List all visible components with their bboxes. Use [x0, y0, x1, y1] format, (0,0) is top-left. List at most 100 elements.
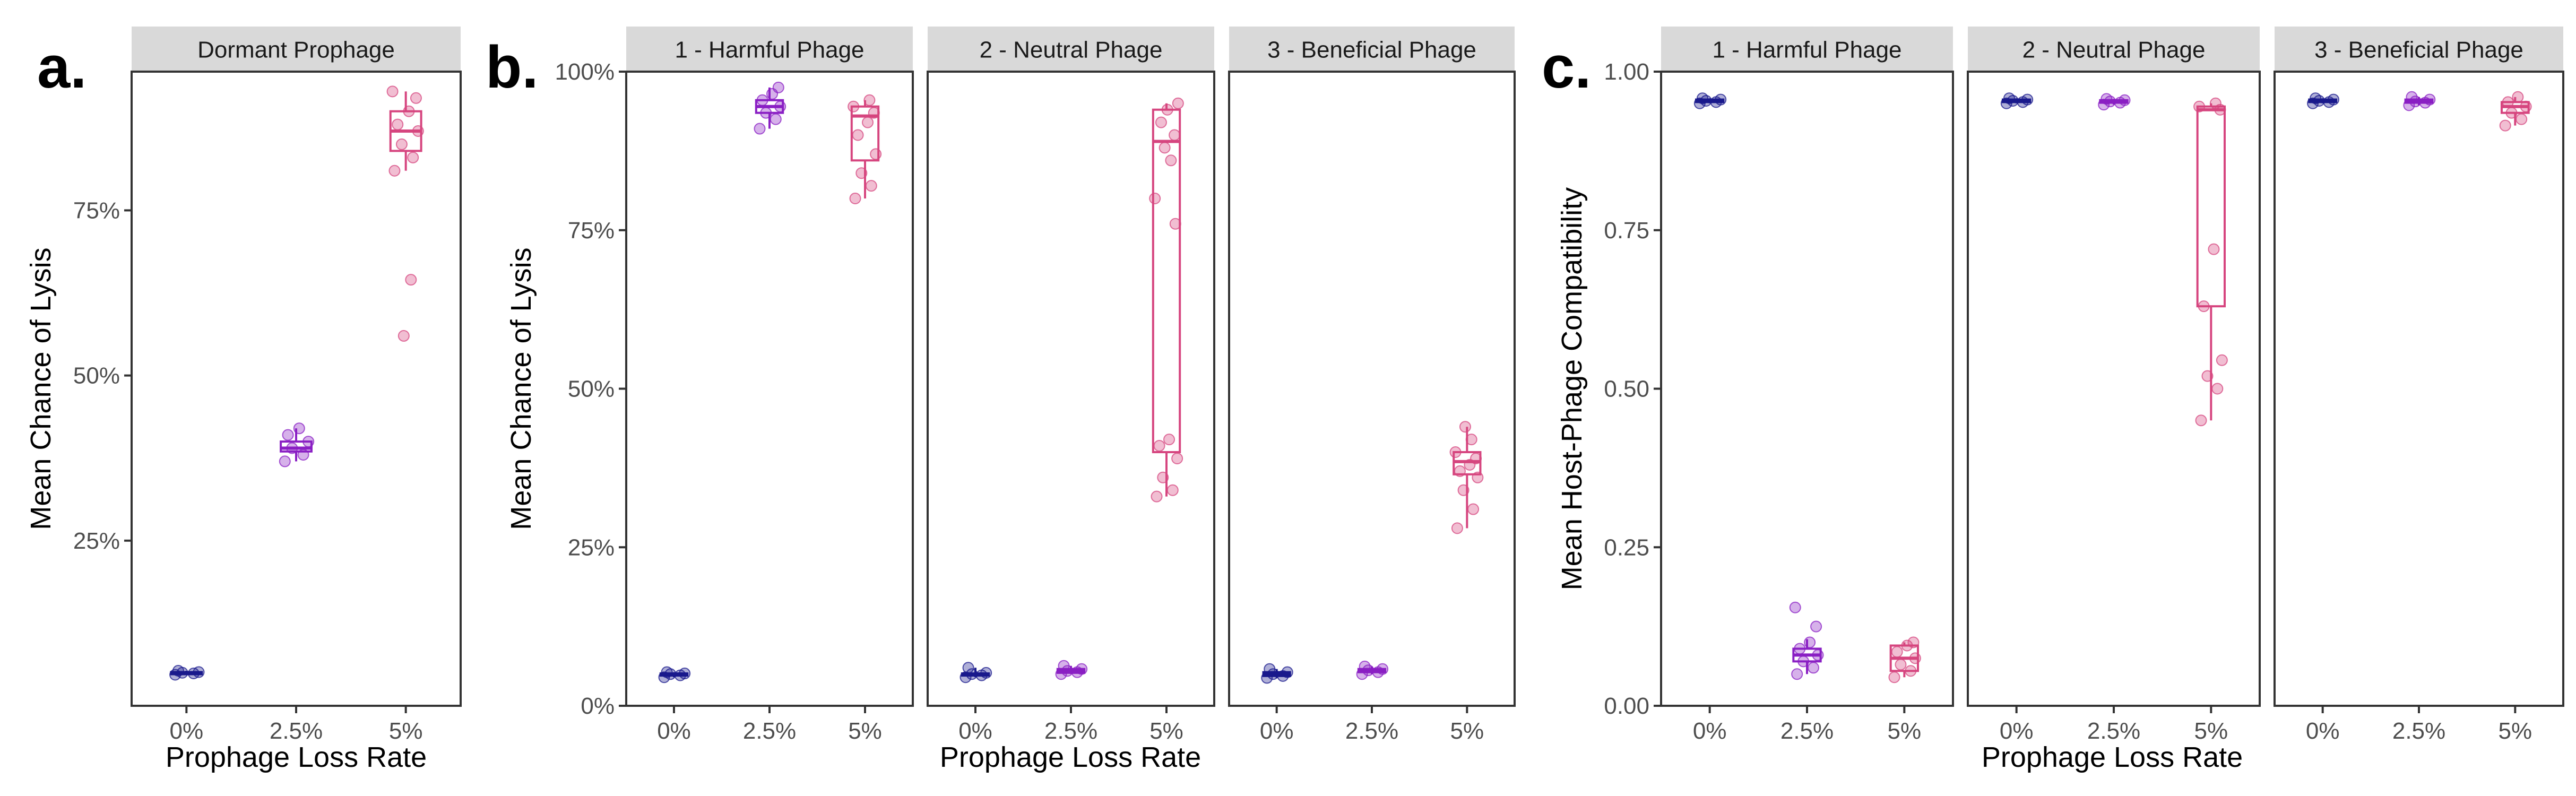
data-point: [865, 180, 877, 192]
facet: Dormant Prophage 0% 2.5% 5% 25% 50% 75%: [73, 27, 462, 744]
panel-3: c. 1 - Harmful Phage 0% 2.5% 5% 0.00 0.25 0.50 0…: [1542, 27, 2564, 773]
data-point: [1465, 434, 1477, 446]
data-point: [2516, 113, 2528, 125]
data-point: [679, 668, 691, 680]
data-point: [1151, 490, 1163, 503]
data-point: [1261, 672, 1273, 684]
box-group-0%: [1693, 92, 1727, 109]
data-point: [2201, 370, 2214, 382]
facet-strip-label: 1 - Harmful Phage: [1712, 37, 1901, 63]
x-tick-label: 0%: [1693, 718, 1727, 744]
data-point: [2003, 92, 2015, 105]
data-point: [1901, 639, 1913, 652]
data-point: [2424, 93, 2436, 106]
data-point: [1281, 666, 1293, 678]
data-point: [1457, 484, 1469, 496]
data-point: [2505, 107, 2518, 119]
box-group-5%: [1888, 636, 1921, 683]
y-tick-label: 50%: [73, 363, 120, 389]
x-tick-label: 2.5%: [1044, 718, 1097, 744]
x-axis-title: Prophage Loss Rate: [166, 741, 427, 773]
data-point: [756, 94, 768, 106]
data-point: [862, 116, 874, 128]
data-point: [410, 92, 422, 104]
facet-strip-label: 2 - Neutral Phage: [980, 37, 1163, 63]
data-point: [293, 422, 305, 435]
data-point: [407, 151, 419, 163]
data-point: [2499, 119, 2511, 132]
data-point: [1172, 97, 1184, 109]
data-point: [2502, 96, 2514, 108]
data-point: [2327, 93, 2339, 106]
facet-strip-label: Dormant Prophage: [197, 37, 395, 63]
x-tick-label: 5%: [2194, 718, 2228, 744]
facet-strip-label: 3 - Beneficial Phage: [1267, 37, 1476, 63]
facet: 1 - Harmful Phage 0% 2.5% 5% 0% 25% 50% 75% 100%: [555, 27, 914, 744]
y-tick-label: 0.75: [1604, 218, 1649, 244]
x-tick-label: 0%: [958, 718, 992, 744]
box-group-0%: [2307, 92, 2339, 109]
data-point: [2512, 91, 2524, 103]
data-point: [2520, 100, 2532, 113]
box-group-5%: [1449, 421, 1484, 534]
facet-strip: [1661, 27, 1953, 72]
data-point: [1791, 668, 1803, 680]
data-point: [863, 94, 876, 106]
data-point: [966, 668, 978, 680]
data-point: [962, 662, 974, 674]
data-point: [1459, 421, 1471, 433]
y-tick-label: 0%: [581, 693, 615, 719]
data-point: [1472, 471, 1484, 483]
box-group-5%: [2499, 91, 2532, 132]
box-group-5%: [1149, 97, 1184, 503]
data-point: [392, 118, 404, 131]
data-point: [395, 138, 408, 150]
x-tick-label: 2.5%: [743, 718, 796, 744]
data-point: [2310, 92, 2322, 105]
data-point: [1451, 522, 1463, 534]
plot-frame: [927, 71, 1215, 707]
data-point: [193, 666, 205, 678]
data-point: [1153, 440, 1165, 452]
x-tick-label: 5%: [1450, 718, 1484, 744]
data-point: [774, 100, 786, 113]
data-point: [855, 167, 868, 179]
plot-frame: [1660, 71, 1954, 707]
data-point: [405, 274, 417, 286]
data-point: [848, 100, 860, 113]
data-point: [2208, 243, 2220, 255]
data-point: [1470, 452, 1482, 464]
data-point: [279, 455, 291, 468]
data-point: [282, 429, 294, 441]
data-point: [852, 129, 864, 141]
data-point: [754, 123, 766, 135]
data-point: [1909, 652, 1921, 664]
data-point: [980, 667, 992, 679]
facet-strip-label: 3 - Beneficial Phage: [2314, 37, 2523, 63]
x-tick-label: 5%: [1149, 718, 1183, 744]
data-point: [412, 125, 424, 137]
x-tick-label: 0%: [657, 718, 691, 744]
data-point: [1804, 636, 1816, 648]
data-point: [1467, 503, 1480, 515]
data-point: [2098, 99, 2110, 111]
y-tick-label: 0.50: [1604, 376, 1649, 402]
x-tick-label: 2.5%: [1345, 718, 1398, 744]
data-point: [1449, 446, 1462, 458]
data-point: [2211, 383, 2224, 395]
data-point: [388, 165, 401, 177]
box-group-2.5%: [1789, 601, 1824, 680]
data-point: [770, 113, 782, 125]
box-group-2.5%: [754, 81, 786, 135]
x-tick-label: 2.5%: [1780, 718, 1834, 744]
data-point: [403, 105, 415, 117]
y-tick-label: 0.00: [1604, 693, 1649, 719]
data-point: [2214, 103, 2226, 116]
y-tick-label: 50%: [568, 376, 615, 402]
box-group-0%: [169, 665, 205, 681]
panel-letter: b.: [486, 34, 539, 100]
data-point: [2198, 300, 2210, 313]
data-point: [1155, 116, 1167, 128]
data-point: [772, 81, 784, 93]
plot-frame: [1228, 71, 1516, 707]
